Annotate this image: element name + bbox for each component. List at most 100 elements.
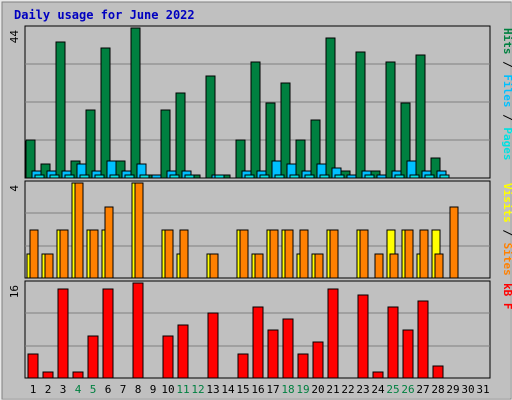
bar-sites-day-17 xyxy=(269,229,279,279)
x-tick-label: 26 xyxy=(401,383,414,396)
bar-pages-day-20 xyxy=(319,174,330,179)
bar-sites-day-6 xyxy=(104,206,114,279)
x-tick-label: 13 xyxy=(206,383,219,396)
bar-sites-day-29 xyxy=(449,206,459,279)
bar-pages-day-10 xyxy=(169,174,180,179)
bar-sites-day-3 xyxy=(59,229,69,279)
bar-files-day-22 xyxy=(346,174,357,179)
label-kb-f: kB F xyxy=(501,283,512,310)
bar-sites-day-1 xyxy=(29,229,39,279)
bar-pages-day-11 xyxy=(184,174,195,179)
bar-kb-f-day-11 xyxy=(177,324,189,379)
bar-kb-f-day-2 xyxy=(42,371,54,379)
bar-sites-day-21 xyxy=(329,229,339,279)
bar-kb-f-day-5 xyxy=(87,335,99,379)
bar-kb-f-day-3 xyxy=(57,288,69,379)
bar-sites-day-8 xyxy=(134,182,144,279)
x-tick-label: 14 xyxy=(221,383,235,396)
label-pages: Pages xyxy=(501,127,512,160)
x-tick-label: 9 xyxy=(150,383,157,396)
bar-sites-day-26 xyxy=(404,229,414,279)
bar-sites-day-25 xyxy=(389,253,399,279)
chart-panels: 44 Hits / Files / Pages 4 Visits / Sites 16 k… xyxy=(8,25,512,379)
label-sites: Sites xyxy=(501,243,512,276)
x-tick-label: 7 xyxy=(120,383,127,396)
y-max-tick-label: 16 xyxy=(8,285,21,298)
bar-hits-day-5 xyxy=(85,109,96,179)
bar-hits-day-18 xyxy=(280,82,291,179)
bar-sites-day-4 xyxy=(74,182,84,279)
bar-hits-day-3 xyxy=(55,41,66,179)
bar-hits-day-21 xyxy=(325,37,336,179)
x-tick-label: 20 xyxy=(311,383,324,396)
label-files: Files xyxy=(501,74,512,107)
bar-kb-f-day-8 xyxy=(132,282,144,379)
y-max-tick-label: 44 xyxy=(8,30,21,44)
x-axis: 1 2 3 4 5 6 7 8 9 10 11 12 13 14 15 16 17 18 19 20 21 22 23 24 2… xyxy=(30,383,490,396)
bar-kb-f-day-28 xyxy=(432,365,444,379)
bar-pages-day-15 xyxy=(244,174,255,179)
chart-title: Daily usage for June 2022 xyxy=(14,8,195,22)
x-tick-label: 28 xyxy=(431,383,444,396)
bar-pages-day-25 xyxy=(394,174,405,179)
x-tick-label: 31 xyxy=(476,383,489,396)
bar-sites-day-23 xyxy=(359,229,369,279)
bar-kb-f-day-6 xyxy=(102,288,114,379)
x-tick-label: 21 xyxy=(326,383,339,396)
bar-kb-f-day-4 xyxy=(72,371,84,379)
bar-pages-day-3 xyxy=(64,174,75,179)
bar-pages-day-6 xyxy=(109,174,120,179)
bar-pages-day-27 xyxy=(424,174,435,179)
bar-kb-f-day-17 xyxy=(267,329,279,379)
bar-hits-day-11 xyxy=(175,92,186,179)
bar-hits-day-17 xyxy=(265,102,276,179)
bar-kb-f-day-27 xyxy=(417,300,429,379)
x-tick-label: 18 xyxy=(281,383,294,396)
label-hits: Hits xyxy=(501,28,512,55)
x-tick-label: 12 xyxy=(191,383,204,396)
bar-sites-day-27 xyxy=(419,229,429,279)
bar-hits-day-19 xyxy=(295,139,306,179)
bar-hits-day-8 xyxy=(130,27,141,179)
label-visits: Visits xyxy=(501,183,512,223)
bar-sites-day-16 xyxy=(254,253,264,279)
bar-hits-day-15 xyxy=(235,139,246,179)
x-tick-label: 22 xyxy=(341,383,354,396)
x-tick-label: 10 xyxy=(161,383,174,396)
bar-pages-day-23 xyxy=(364,174,375,179)
bar-pages-day-2 xyxy=(49,174,60,179)
x-tick-label: 5 xyxy=(90,383,97,396)
x-tick-label: 15 xyxy=(236,383,249,396)
x-tick-label: 25 xyxy=(386,383,399,396)
x-tick-label: 6 xyxy=(105,383,112,396)
x-tick-label: 23 xyxy=(356,383,369,396)
bar-sites-day-2 xyxy=(44,253,54,279)
bar-kb-f-day-1 xyxy=(27,353,39,379)
bar-hits-day-16 xyxy=(250,61,261,179)
bar-pages-day-19 xyxy=(304,174,315,179)
bar-pages-day-8 xyxy=(139,174,150,179)
bar-sites-day-13 xyxy=(209,253,219,279)
bar-pages-day-26 xyxy=(409,174,420,179)
bar-kb-f-day-13 xyxy=(207,312,219,379)
x-tick-label: 24 xyxy=(371,383,385,396)
panel-y-label: Visits / Sites xyxy=(501,183,512,276)
label-separator: / xyxy=(501,108,512,128)
x-tick-label: 30 xyxy=(461,383,474,396)
y-max-tick-label: 4 xyxy=(8,185,21,192)
x-tick-label: 27 xyxy=(416,383,429,396)
bar-hits-day-1 xyxy=(25,139,36,179)
bar-hits-day-13 xyxy=(205,75,216,179)
bar-sites-day-18 xyxy=(284,229,294,279)
panel-y-label: Hits / Files / Pages xyxy=(501,28,512,161)
x-tick-label: 3 xyxy=(60,383,67,396)
x-tick-label: 8 xyxy=(135,383,142,396)
bar-kb-f-day-20 xyxy=(312,341,324,379)
panel-visits-sites: 4 Visits / Sites xyxy=(8,180,512,279)
bar-sites-day-20 xyxy=(314,253,324,279)
bar-sites-day-11 xyxy=(179,229,189,279)
bar-sites-day-5 xyxy=(89,229,99,279)
bar-kb-f-day-16 xyxy=(252,306,264,379)
bar-hits-day-25 xyxy=(385,61,396,179)
